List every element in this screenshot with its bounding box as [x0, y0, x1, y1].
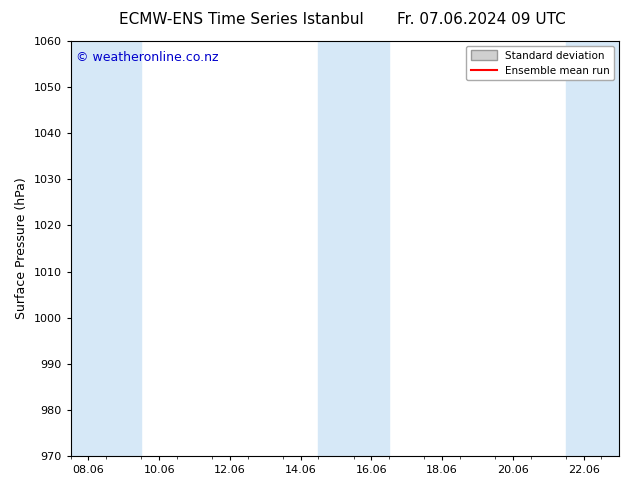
- Text: ECMW-ENS Time Series Istanbul: ECMW-ENS Time Series Istanbul: [119, 12, 363, 27]
- Bar: [566, 41, 634, 456]
- Bar: [71, 41, 141, 456]
- Legend: Standard deviation, Ensemble mean run: Standard deviation, Ensemble mean run: [467, 46, 614, 80]
- Y-axis label: Surface Pressure (hPa): Surface Pressure (hPa): [15, 178, 28, 319]
- Bar: [318, 41, 389, 456]
- Text: © weatheronline.co.nz: © weatheronline.co.nz: [76, 51, 219, 64]
- Text: Fr. 07.06.2024 09 UTC: Fr. 07.06.2024 09 UTC: [398, 12, 566, 27]
